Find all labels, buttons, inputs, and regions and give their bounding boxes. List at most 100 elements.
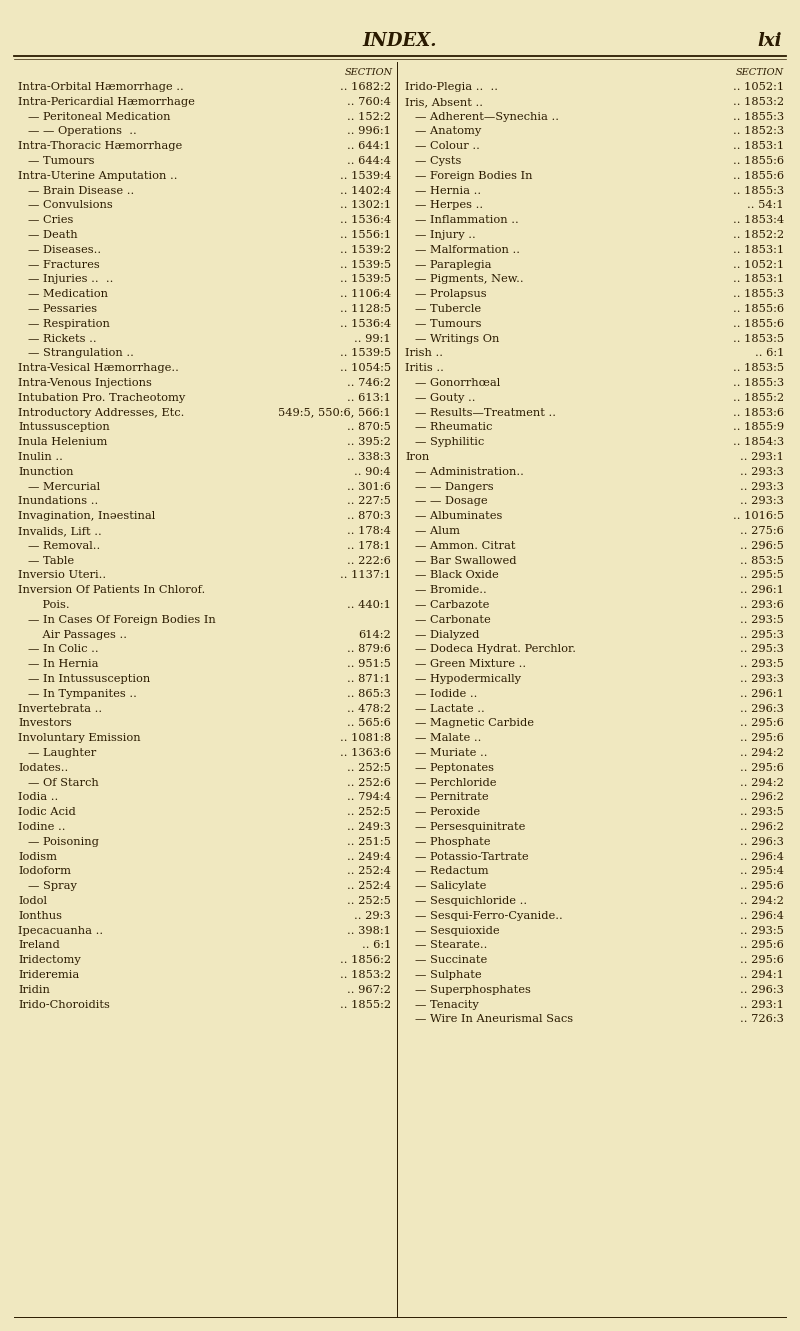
Text: .. 293:5: .. 293:5 [740, 659, 784, 669]
Text: .. 746:2: .. 746:2 [347, 378, 391, 389]
Text: Intussusception: Intussusception [18, 422, 110, 433]
Text: SECTION: SECTION [736, 68, 784, 77]
Text: .. 760:4: .. 760:4 [347, 97, 391, 106]
Text: .. 6:1: .. 6:1 [362, 941, 391, 950]
Text: Air Passages ..: Air Passages .. [28, 630, 127, 640]
Text: .. 1856:2: .. 1856:2 [340, 956, 391, 965]
Text: — Hypodermically: — Hypodermically [415, 673, 521, 684]
Text: — Sesqui-Ferro-Cyanide..: — Sesqui-Ferro-Cyanide.. [415, 910, 562, 921]
Text: — In Tympanites ..: — In Tympanites .. [28, 689, 137, 699]
Text: .. 252:6: .. 252:6 [347, 777, 391, 788]
Text: .. 1855:9: .. 1855:9 [733, 422, 784, 433]
Text: Iritis ..: Iritis .. [405, 363, 444, 373]
Text: .. 249:3: .. 249:3 [347, 823, 391, 832]
Text: — Respiration: — Respiration [28, 319, 110, 329]
Text: — Phosphate: — Phosphate [415, 837, 490, 847]
Text: .. 1852:3: .. 1852:3 [733, 126, 784, 136]
Text: .. 1054:5: .. 1054:5 [340, 363, 391, 373]
Text: .. 296:5: .. 296:5 [740, 540, 784, 551]
Text: Intra-Uterine Amputation ..: Intra-Uterine Amputation .. [18, 170, 178, 181]
Text: .. 293:3: .. 293:3 [740, 673, 784, 684]
Text: Intra-Pericardial Hæmorrhage: Intra-Pericardial Hæmorrhage [18, 97, 195, 106]
Text: .. 1128:5: .. 1128:5 [340, 303, 391, 314]
Text: — Paraplegia: — Paraplegia [415, 260, 491, 270]
Text: Invalids, Lift ..: Invalids, Lift .. [18, 526, 102, 536]
Text: .. 871:1: .. 871:1 [347, 673, 391, 684]
Text: — — Operations  ..: — — Operations .. [28, 126, 137, 136]
Text: .. 338:3: .. 338:3 [347, 453, 391, 462]
Text: .. 478:2: .. 478:2 [347, 704, 391, 713]
Text: Inula Helenium: Inula Helenium [18, 437, 107, 447]
Text: Iodine ..: Iodine .. [18, 823, 66, 832]
Text: — Dialyzed: — Dialyzed [415, 630, 479, 640]
Text: — Muriate ..: — Muriate .. [415, 748, 487, 757]
Text: .. 1016:5: .. 1016:5 [733, 511, 784, 522]
Text: .. 293:1: .. 293:1 [740, 1000, 784, 1010]
Text: Inversio Uteri..: Inversio Uteri.. [18, 571, 106, 580]
Text: — Peritoneal Medication: — Peritoneal Medication [28, 112, 170, 121]
Text: — Laughter: — Laughter [28, 748, 96, 757]
Text: Intra-Orbital Hæmorrhage ..: Intra-Orbital Hæmorrhage .. [18, 83, 184, 92]
Text: — Green Mixture ..: — Green Mixture .. [415, 659, 526, 669]
Text: — Sulphate: — Sulphate [415, 970, 482, 980]
Text: .. 1853:5: .. 1853:5 [733, 334, 784, 343]
Text: .. 1855:3: .. 1855:3 [733, 289, 784, 299]
Text: Invagination, Inəestinal: Invagination, Inəestinal [18, 511, 155, 522]
Text: .. 294:1: .. 294:1 [740, 970, 784, 980]
Text: .. 1855:3: .. 1855:3 [733, 185, 784, 196]
Text: Irido-Choroidits: Irido-Choroidits [18, 1000, 110, 1010]
Text: .. 1536:4: .. 1536:4 [340, 216, 391, 225]
Text: — Syphilitic: — Syphilitic [415, 437, 484, 447]
Text: .. 1855:2: .. 1855:2 [733, 393, 784, 403]
Text: Inversion Of Patients In Chlorof.: Inversion Of Patients In Chlorof. [18, 586, 206, 595]
Text: .. 296:3: .. 296:3 [740, 985, 784, 994]
Text: — Herpes ..: — Herpes .. [415, 201, 483, 210]
Text: .. 870:3: .. 870:3 [347, 511, 391, 522]
Text: — Spray: — Spray [28, 881, 77, 892]
Text: — Peroxide: — Peroxide [415, 807, 480, 817]
Text: .. 398:1: .. 398:1 [347, 925, 391, 936]
Text: — Malate ..: — Malate .. [415, 733, 482, 743]
Text: .. 726:3: .. 726:3 [740, 1014, 784, 1025]
Text: — Table: — Table [28, 555, 74, 566]
Text: — Black Oxide: — Black Oxide [415, 571, 498, 580]
Text: — Pernitrate: — Pernitrate [415, 792, 489, 803]
Text: .. 293:3: .. 293:3 [740, 467, 784, 476]
Text: .. 294:2: .. 294:2 [740, 777, 784, 788]
Text: — Carbonate: — Carbonate [415, 615, 490, 624]
Text: 549:5, 550:6, 566:1: 549:5, 550:6, 566:1 [278, 407, 391, 418]
Text: .. 1852:2: .. 1852:2 [733, 230, 784, 240]
Text: .. 1855:2: .. 1855:2 [340, 1000, 391, 1010]
Text: .. 1855:6: .. 1855:6 [733, 319, 784, 329]
Text: — Sesquichloride ..: — Sesquichloride .. [415, 896, 527, 906]
Text: — Administration..: — Administration.. [415, 467, 524, 476]
Text: .. 293:5: .. 293:5 [740, 925, 784, 936]
Text: — Tumours: — Tumours [415, 319, 482, 329]
Text: .. 1855:6: .. 1855:6 [733, 170, 784, 181]
Text: .. 252:5: .. 252:5 [347, 896, 391, 906]
Text: — In Colic ..: — In Colic .. [28, 644, 98, 655]
Text: .. 293:5: .. 293:5 [740, 807, 784, 817]
Text: .. 296:1: .. 296:1 [740, 586, 784, 595]
Text: .. 613:1: .. 613:1 [347, 393, 391, 403]
Text: Iodol: Iodol [18, 896, 47, 906]
Text: — Peptonates: — Peptonates [415, 763, 494, 773]
Text: Invertebrata ..: Invertebrata .. [18, 704, 102, 713]
Text: .. 293:3: .. 293:3 [740, 482, 784, 491]
Text: Inulin ..: Inulin .. [18, 453, 63, 462]
Text: Intra-Venous Injections: Intra-Venous Injections [18, 378, 152, 389]
Text: — Hernia ..: — Hernia .. [415, 185, 481, 196]
Text: .. 222:6: .. 222:6 [347, 555, 391, 566]
Text: Iodoform: Iodoform [18, 866, 71, 876]
Text: .. 1853:1: .. 1853:1 [733, 274, 784, 285]
Text: .. 1539:5: .. 1539:5 [340, 349, 391, 358]
Text: .. 293:3: .. 293:3 [740, 496, 784, 506]
Text: — Of Starch: — Of Starch [28, 777, 98, 788]
Text: Iodates..: Iodates.. [18, 763, 68, 773]
Text: — In Intussusception: — In Intussusception [28, 673, 150, 684]
Text: — Colour ..: — Colour .. [415, 141, 480, 152]
Text: .. 249:4: .. 249:4 [347, 852, 391, 861]
Text: — Albuminates: — Albuminates [415, 511, 502, 522]
Text: 614:2: 614:2 [358, 630, 391, 640]
Text: — Tubercle: — Tubercle [415, 303, 481, 314]
